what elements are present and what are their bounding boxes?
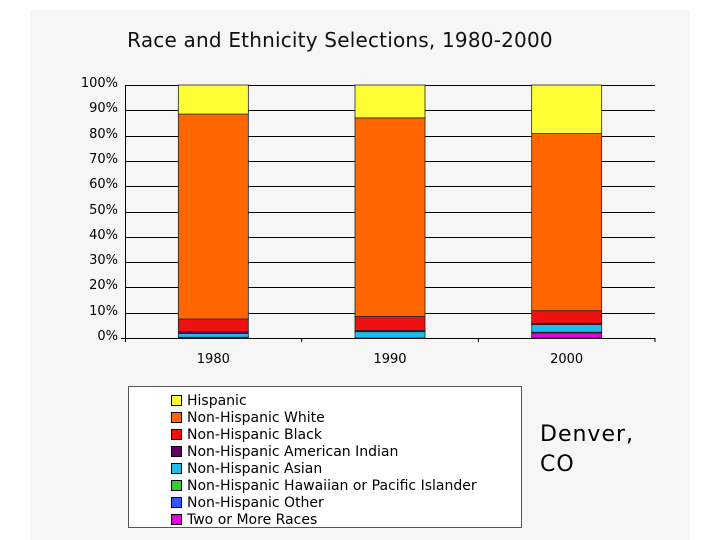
legend-swatch: [171, 480, 182, 491]
caption-city: Denver,: [540, 422, 635, 447]
legend-label: Non-Hispanic Asian: [187, 460, 323, 477]
chart-title: Race and Ethnicity Selections, 1980-2000: [127, 28, 553, 52]
x-tick-label: 2000: [550, 352, 584, 367]
legend-label: Non-Hispanic Black: [187, 426, 322, 443]
legend-label: Non-Hispanic White: [187, 409, 325, 426]
legend-item: Non-Hispanic Other: [171, 494, 521, 511]
legend-swatch: [171, 463, 182, 474]
y-tick-label: 50%: [89, 202, 118, 218]
y-tick-label: 10%: [89, 303, 118, 319]
legend-item: Non-Hispanic Hawaiian or Pacific Islande…: [171, 477, 521, 494]
caption-state: CO: [540, 452, 575, 477]
bar-segment-1980-hispanic: [177, 84, 249, 115]
y-tick-label: 30%: [89, 253, 118, 269]
y-tick-label: 20%: [89, 278, 118, 294]
legend-swatch: [171, 395, 182, 406]
x-tick-label: 1980: [196, 352, 230, 367]
bar-segment-2000-two-or-more-races: [531, 332, 603, 339]
y-tick-label: 0%: [97, 329, 118, 344]
legend-item: Non-Hispanic American Indian: [171, 443, 521, 460]
legend-label: Non-Hispanic Other: [187, 494, 324, 511]
legend-swatch: [171, 497, 182, 508]
y-tick-label: 60%: [89, 177, 118, 193]
bar-segment-2000-hispanic: [531, 84, 603, 134]
y-tick-label: 80%: [89, 126, 118, 142]
legend-swatch: [171, 412, 182, 423]
bar-segment-1990-hispanic: [354, 84, 426, 119]
legend-label: Non-Hispanic American Indian: [187, 443, 399, 460]
bar-segment-2000-non-hispanic-black: [531, 310, 603, 324]
bar-segment-1990-non-hispanic-asian: [354, 331, 426, 339]
legend-swatch: [171, 514, 182, 525]
legend-item: Non-Hispanic White: [171, 409, 521, 426]
bar-segment-1980-non-hispanic-asian: [177, 333, 249, 338]
chart-legend: Hispanic Non-Hispanic White Non-Hispanic B…: [128, 386, 522, 528]
bar-segment-1990-non-hispanic-black: [354, 316, 426, 331]
y-tick-label: 100%: [80, 76, 118, 91]
bar-segment-1980-non-hispanic-black: [177, 318, 249, 333]
bar-segment-2000-non-hispanic-white: [531, 133, 603, 312]
x-tick-label: 1990: [373, 352, 407, 367]
y-tick-label: 90%: [89, 101, 118, 117]
location-caption: Denver, CO: [540, 420, 634, 480]
legend-item: Hispanic: [171, 392, 521, 409]
legend-label: Hispanic: [187, 392, 247, 409]
y-tick-label: 70%: [89, 151, 118, 167]
bar-segment-1980-non-hispanic-white: [177, 113, 249, 320]
legend-swatch: [171, 446, 182, 457]
legend-swatch: [171, 429, 182, 440]
bar-segment-1990-non-hispanic-white: [354, 117, 426, 317]
legend-item: Non-Hispanic Asian: [171, 460, 521, 477]
bar-segment-2000-non-hispanic-asian: [531, 324, 603, 333]
legend-item: Non-Hispanic Black: [171, 426, 521, 443]
legend-item: Two or More Races: [171, 511, 521, 528]
legend-label: Two or More Races: [187, 511, 318, 528]
y-tick-label: 40%: [89, 227, 118, 243]
legend-label: Non-Hispanic Hawaiian or Pacific Islande…: [187, 477, 477, 494]
